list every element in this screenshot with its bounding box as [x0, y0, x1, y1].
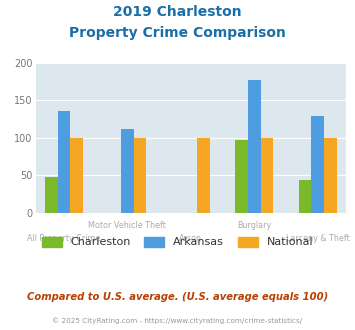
Text: Arson: Arson	[179, 234, 202, 243]
Bar	[70, 138, 83, 213]
Text: Property Crime Comparison: Property Crime Comparison	[69, 26, 286, 40]
Text: © 2025 CityRating.com - https://www.cityrating.com/crime-statistics/: © 2025 CityRating.com - https://www.city…	[53, 317, 302, 324]
Bar	[197, 138, 210, 213]
Text: All Property Crime: All Property Crime	[27, 234, 101, 243]
Text: Larceny & Theft: Larceny & Theft	[286, 234, 349, 243]
Bar	[134, 138, 146, 213]
Bar	[45, 177, 58, 213]
Text: Compared to U.S. average. (U.S. average equals 100): Compared to U.S. average. (U.S. average …	[27, 292, 328, 302]
Bar	[311, 116, 324, 213]
Text: Motor Vehicle Theft: Motor Vehicle Theft	[88, 221, 166, 230]
Bar	[299, 180, 311, 213]
Text: Burglary: Burglary	[237, 221, 271, 230]
Bar	[121, 129, 134, 213]
Bar	[58, 112, 70, 213]
Legend: Charleston, Arkansas, National: Charleston, Arkansas, National	[37, 232, 318, 252]
Bar	[324, 138, 337, 213]
Bar	[261, 138, 273, 213]
Bar	[248, 80, 261, 213]
Text: 2019 Charleston: 2019 Charleston	[113, 5, 242, 19]
Bar	[235, 140, 248, 213]
